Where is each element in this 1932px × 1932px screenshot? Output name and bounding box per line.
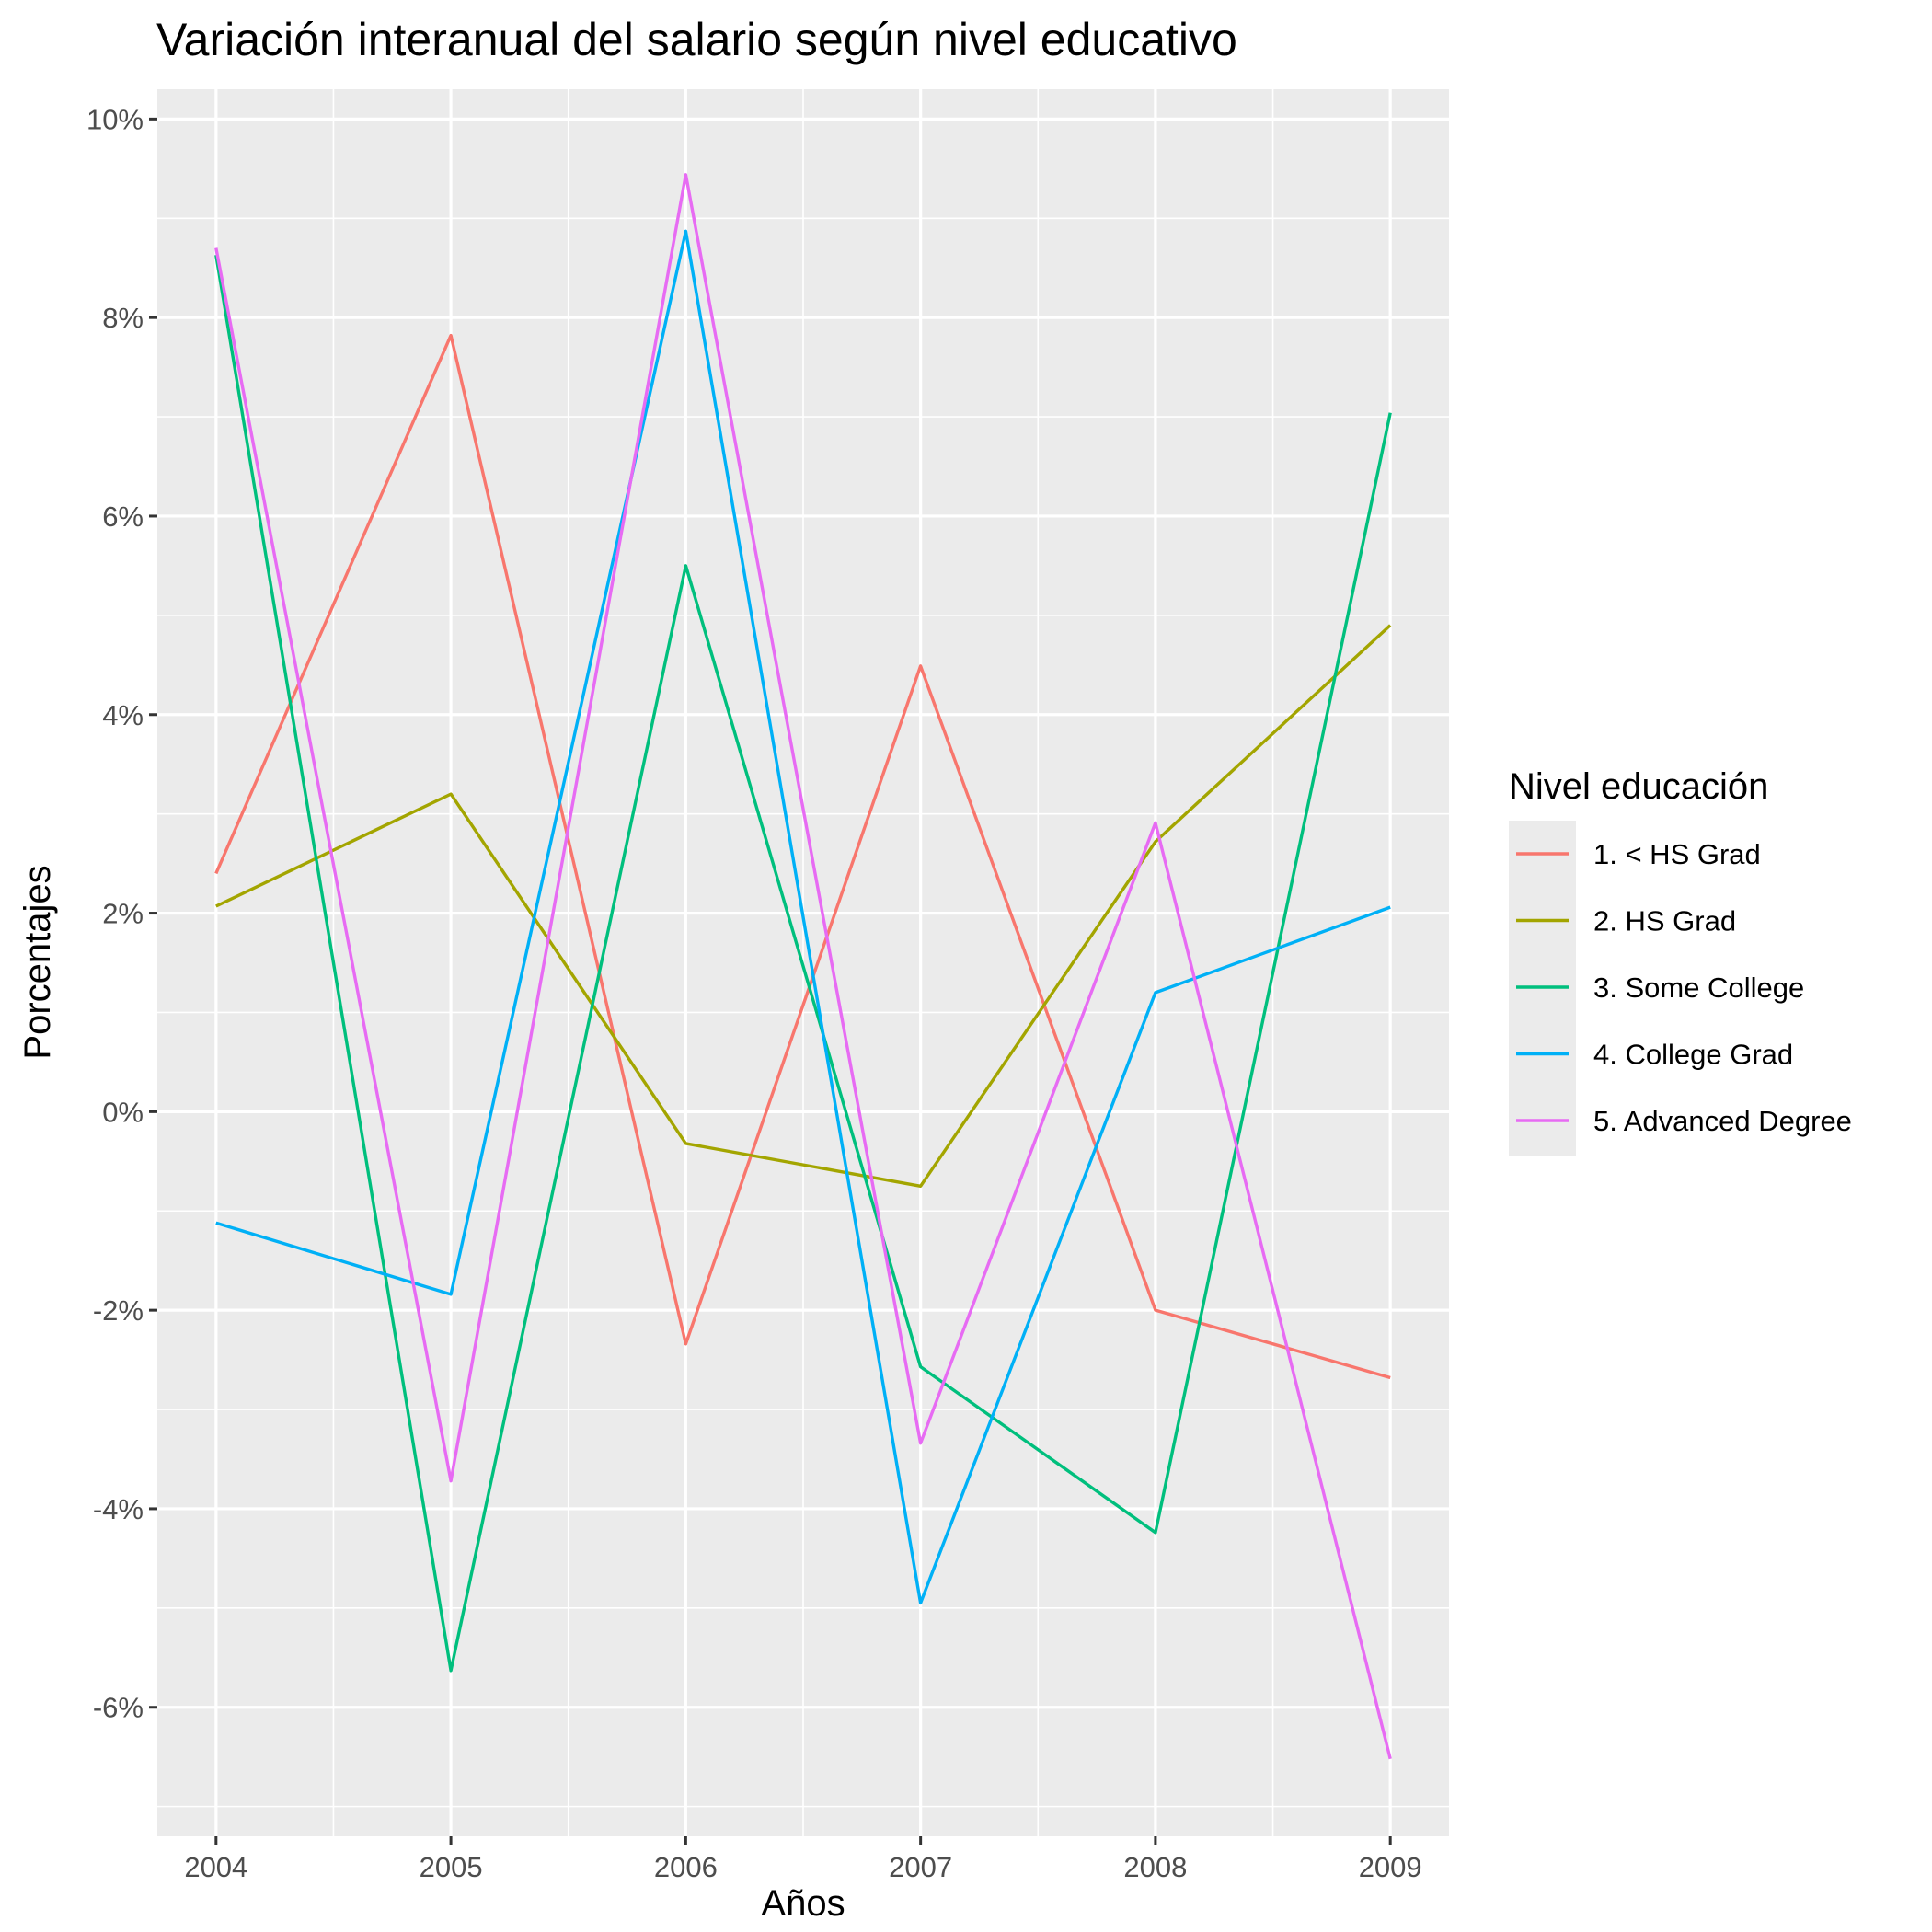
legend-label-2: 2. HS Grad <box>1593 905 1736 937</box>
x-axis-title: Años <box>761 1883 845 1924</box>
grid-major <box>157 89 1449 1836</box>
x-axis: 2004 2005 2006 2007 2008 2009 <box>184 1836 1422 1883</box>
x-tick-label: 2005 <box>420 1851 483 1883</box>
legend-title: Nivel educación <box>1509 766 1768 807</box>
y-tick-label: -6% <box>93 1692 144 1724</box>
y-tick-label: 8% <box>102 302 144 334</box>
legend-label-4: 4. College Grad <box>1593 1039 1793 1071</box>
y-tick-label: -2% <box>93 1294 144 1327</box>
y-tick-label: 0% <box>102 1096 144 1128</box>
y-tick-label: -4% <box>93 1493 144 1525</box>
series-line-5 <box>214 173 1392 1760</box>
y-tick-label: 6% <box>102 500 144 533</box>
legend-label-1: 1. < HS Grad <box>1593 838 1761 870</box>
y-tick-label: 4% <box>102 699 144 731</box>
y-axis: -6% -4% -2% 0% 2% 4% 6% 8% 10% <box>86 103 157 1724</box>
legend-label-5: 5. Advanced Degree <box>1593 1105 1852 1137</box>
x-tick-label: 2004 <box>184 1851 247 1883</box>
x-tick-label: 2007 <box>889 1851 952 1883</box>
chart-title: Variación interanual del salario según n… <box>156 14 1237 65</box>
x-tick-label: 2008 <box>1123 1851 1187 1883</box>
series-lines <box>214 173 1392 1760</box>
x-tick-label: 2006 <box>654 1851 718 1883</box>
y-tick-label: 2% <box>102 898 144 930</box>
series-line-1 <box>214 333 1391 1380</box>
y-axis-title: Porcentajes <box>17 865 58 1059</box>
series-line-2 <box>215 624 1392 1189</box>
legend-label-3: 3. Some College <box>1593 972 1804 1004</box>
series-line-3 <box>214 254 1392 1673</box>
y-tick-label: 10% <box>86 103 144 135</box>
x-tick-label: 2009 <box>1359 1851 1422 1883</box>
legend: Nivel educación 1. < HS Grad 2. HS Grad 3.… <box>1509 766 1852 1156</box>
